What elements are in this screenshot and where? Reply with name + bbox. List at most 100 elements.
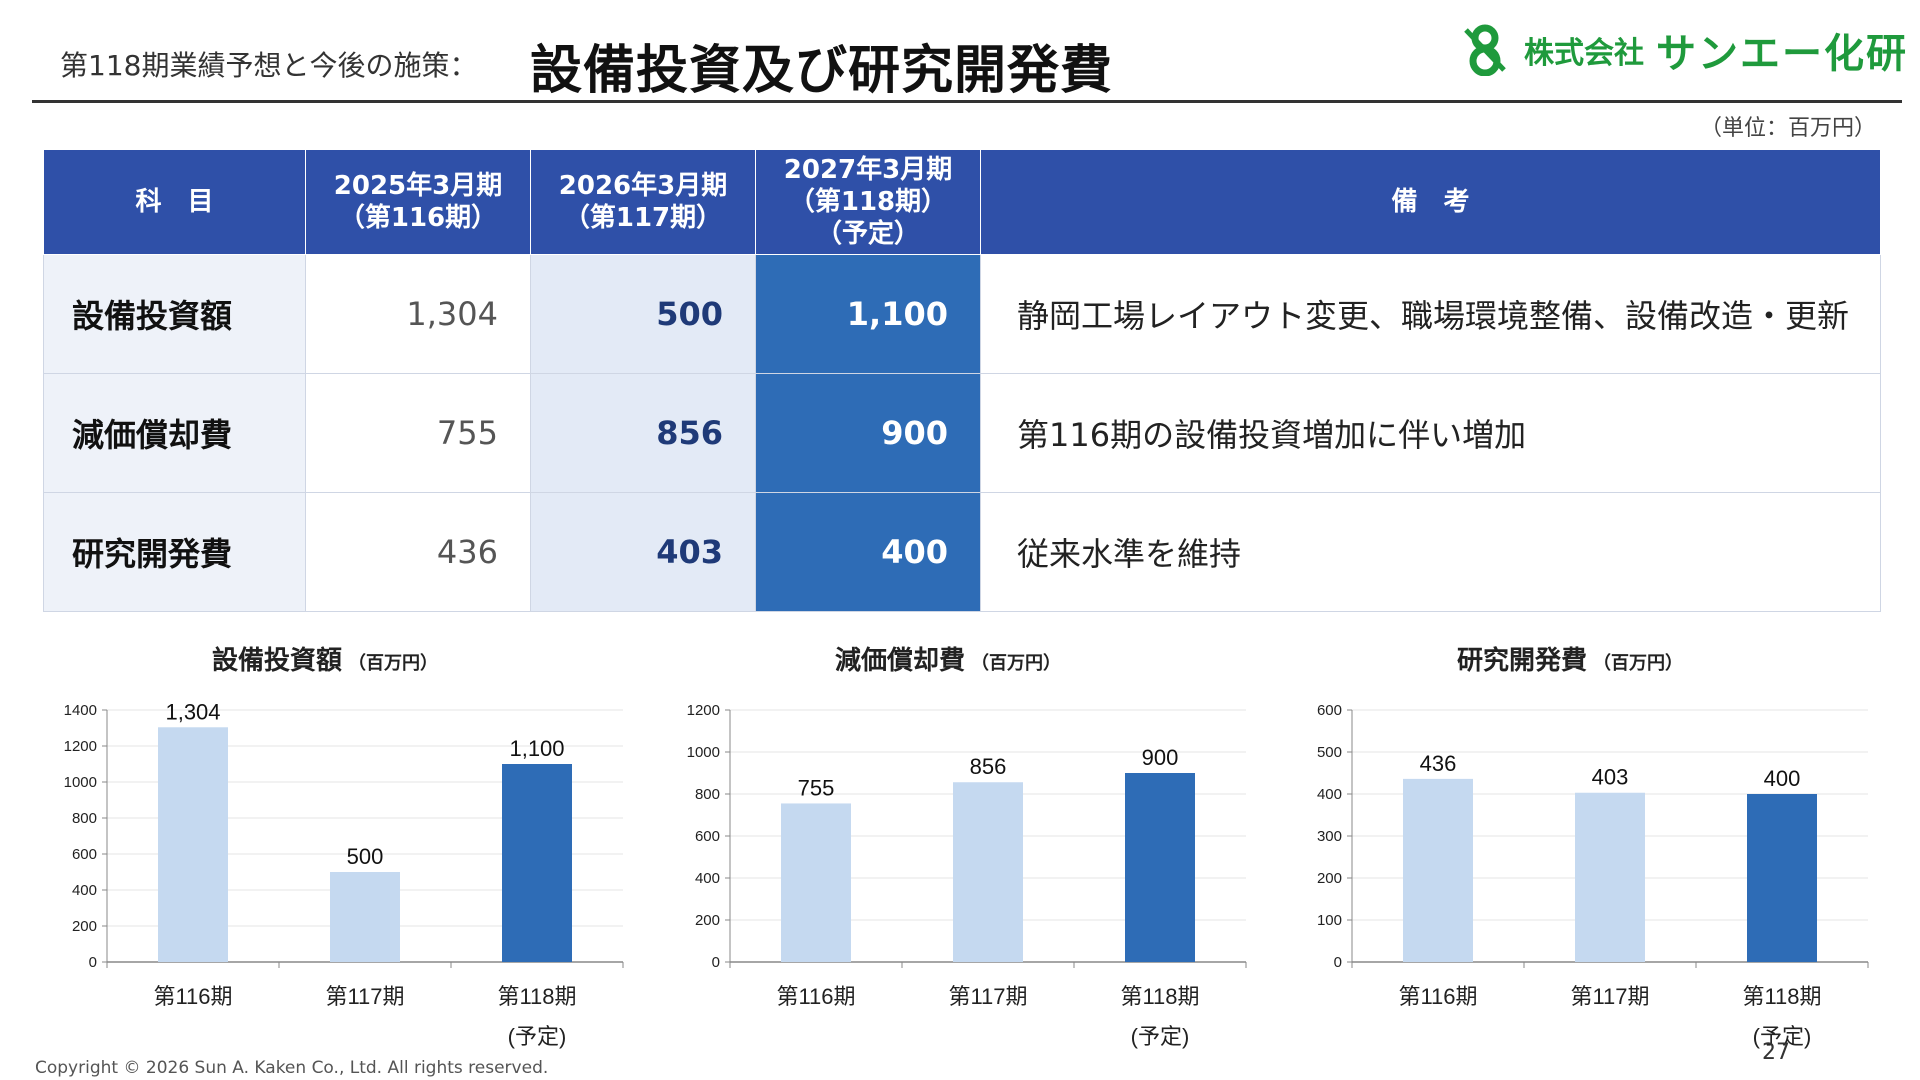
header-fy2026-period: （第117期） (563, 203, 723, 233)
bar-value-label: 856 (970, 754, 1007, 779)
y-tick-label: 200 (1317, 870, 1342, 887)
header-fy2025-year: 2025年3月期 (333, 171, 503, 201)
y-tick-label: 600 (72, 846, 97, 863)
header-note: 備 考 (980, 149, 1881, 255)
y-tick-label: 1400 (64, 702, 97, 719)
logo-company-name: サンエー化研 (1656, 31, 1908, 77)
bar-value-label: 400 (1764, 766, 1801, 791)
x-category-label: 第118期 (1742, 984, 1821, 1009)
y-tick-label: 600 (1317, 702, 1342, 719)
cell-note: 従来水準を維持 (980, 492, 1881, 612)
x-category-label: 第118期 (497, 984, 576, 1009)
bar-value-label: 436 (1420, 751, 1457, 776)
cell-fy2027: 1,100 (755, 254, 981, 374)
table-header-row: 科 目 2025年3月期 （第116期） 2026年3月期 （第117期） 20… (43, 149, 1881, 255)
row-label: 設備投資額 (43, 254, 306, 374)
bar-value-label: 900 (1142, 745, 1179, 770)
header-fy2026-year: 2026年3月期 (558, 171, 728, 201)
cell-fy2025: 755 (305, 373, 531, 493)
y-tick-label: 1000 (687, 744, 720, 761)
row-label: 研究開発費 (43, 492, 306, 612)
bar-value-label: 1,304 (165, 699, 220, 724)
bar (1125, 773, 1195, 962)
y-tick-label: 800 (695, 786, 720, 803)
chart-unit: （百万円） (1593, 653, 1683, 674)
y-tick-label: 200 (72, 918, 97, 935)
y-tick-label: 1200 (64, 738, 97, 755)
x-category-label: 第118期 (1120, 984, 1199, 1009)
cell-note: 第116期の設備投資増加に伴い増加 (980, 373, 1881, 493)
x-category-label: 第116期 (1398, 984, 1477, 1009)
header-fy2027-year: 2027年3月期 (783, 155, 953, 185)
company-logo: 株式会社 サンエー化研 (1460, 22, 1908, 78)
chart-unit: （百万円） (348, 653, 438, 674)
header-fy2025: 2025年3月期 （第116期） (305, 149, 531, 255)
x-category-label: 第117期 (325, 984, 404, 1009)
chart-svg: 0 200 400 600 800 1000 1200 755 第116期 856 第117期 900… (687, 702, 1247, 1049)
y-tick-label: 300 (1317, 828, 1342, 845)
bar (1575, 792, 1645, 962)
header-fy2027: 2027年3月期 （第118期） （予定） (755, 149, 981, 255)
header-divider (32, 100, 1902, 103)
page-number: 27 (1762, 1040, 1790, 1065)
x-category-label: 第117期 (1570, 984, 1649, 1009)
x-category-sublabel: (予定) (1753, 1024, 1812, 1049)
summary-table: 科 目 2025年3月期 （第116期） 2026年3月期 （第117期） 20… (43, 149, 1881, 612)
header-fy2027-plan: （予定） (815, 219, 920, 249)
y-tick-label: 100 (1317, 912, 1342, 929)
y-tick-label: 1000 (64, 774, 97, 791)
bar (1403, 778, 1473, 962)
logo-company-prefix: 株式会社 (1524, 36, 1644, 71)
cell-fy2026: 403 (530, 492, 756, 612)
y-tick-label: 200 (695, 912, 720, 929)
chart-unit: （百万円） (971, 653, 1061, 674)
chart-title-text: 研究開発費 (1456, 646, 1587, 676)
bar (953, 782, 1023, 962)
y-tick-label: 400 (1317, 786, 1342, 803)
table-row: 設備投資額 1,304 500 1,100 静岡工場レイアウト変更、職場環境整備… (43, 254, 1881, 374)
chart-title: 減価償却費 （百万円） (668, 640, 1228, 677)
chart-svg: 0 200 400 600 800 1000 1200 1400 1,304 第116期 500 第1… (64, 699, 624, 1049)
y-tick-label: 600 (695, 828, 720, 845)
y-tick-label: 0 (712, 954, 720, 971)
cell-fy2025: 436 (305, 492, 531, 612)
x-category-sublabel: (予定) (1131, 1024, 1190, 1049)
cell-fy2025: 1,304 (305, 254, 531, 374)
slide-title: 設備投資及び研究開発費 (530, 41, 1114, 101)
chart-title-text: 減価償却費 (834, 646, 965, 676)
bar-value-label: 500 (347, 844, 384, 869)
bar-value-label: 1,100 (509, 736, 564, 761)
chart-title-text: 設備投資額 (211, 646, 342, 676)
copyright-text: Copyright © 2026 Sun A. Kaken Co., Ltd. … (35, 1058, 549, 1078)
x-category-sublabel: (予定) (508, 1024, 567, 1049)
cell-fy2027: 900 (755, 373, 981, 493)
y-tick-label: 500 (1317, 744, 1342, 761)
y-tick-label: 0 (89, 954, 97, 971)
table-row: 減価償却費 755 856 900 第116期の設備投資増加に伴い増加 (43, 373, 1881, 493)
bar (502, 764, 572, 962)
y-tick-label: 1200 (687, 702, 720, 719)
cell-fy2027: 400 (755, 492, 981, 612)
y-tick-label: 800 (72, 810, 97, 827)
header-fy2026: 2026年3月期 （第117期） (530, 149, 756, 255)
cell-fy2026: 500 (530, 254, 756, 374)
chart-title: 研究開発費 （百万円） (1290, 640, 1850, 677)
y-tick-label: 400 (695, 870, 720, 887)
x-category-label: 第117期 (948, 984, 1027, 1009)
chart-svg: 0 100 200 300 400 500 600 436 第116期 403 第117期 400 第1… (1317, 702, 1869, 1049)
header-fy2025-period: （第116期） (338, 203, 498, 233)
y-tick-label: 400 (72, 882, 97, 899)
slide-subtitle: 第118期業績予想と今後の施策： (60, 49, 478, 82)
chart-capex: 設備投資額 （百万円） 0 200 400 600 800 1000 1200 1400 1,30… (45, 640, 624, 1049)
cell-note: 静岡工場レイアウト変更、職場環境整備、設備改造・更新 (980, 254, 1881, 374)
y-tick-label: 0 (1334, 954, 1342, 971)
bar (1747, 794, 1817, 962)
logo-mark-icon (1464, 24, 1506, 76)
bar (158, 727, 228, 962)
header-fy2027-period: （第118期） (788, 187, 948, 217)
row-label: 減価償却費 (43, 373, 306, 493)
table-row: 研究開発費 436 403 400 従来水準を維持 (43, 492, 1881, 612)
unit-note: （単位：百万円） (1699, 116, 1876, 141)
cell-fy2026: 856 (530, 373, 756, 493)
bar (781, 803, 851, 962)
